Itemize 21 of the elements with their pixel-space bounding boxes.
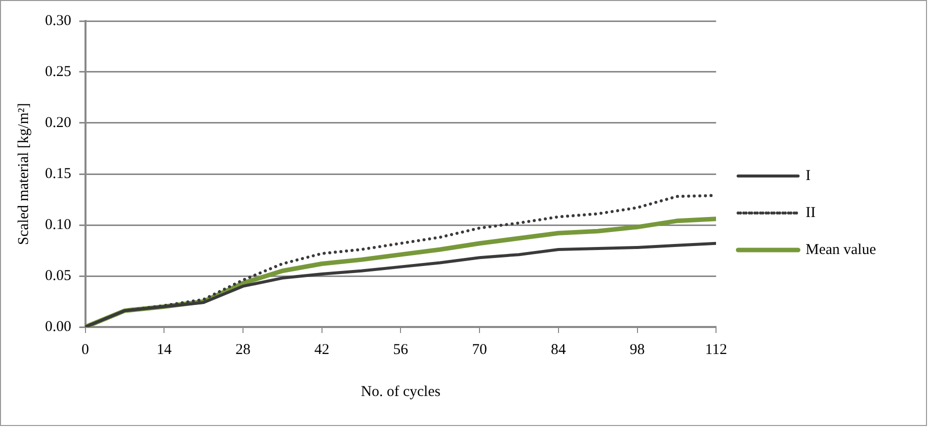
legend-label: Mean value [806, 242, 876, 258]
legend-label: II [806, 204, 816, 221]
x-tick-label: 14 [156, 342, 172, 358]
y-tick-label: 0.10 [45, 216, 72, 233]
y-tick-label: 0.25 [45, 64, 72, 80]
y-tick-label: 0.00 [45, 318, 72, 335]
x-tick-label: 70 [472, 342, 488, 358]
x-tick-label: 42 [314, 342, 330, 358]
x-tick-label: 0 [82, 342, 89, 358]
x-tick-label: 112 [705, 342, 728, 358]
y-tick-label: 0.05 [45, 268, 72, 284]
x-tick-label: 84 [550, 342, 566, 358]
legend-label: I [806, 168, 811, 184]
y-tick-label: 0.20 [45, 114, 72, 131]
x-tick-label: 56 [393, 342, 409, 358]
x-tick-label: 98 [630, 342, 645, 358]
y-axis-title: Scaled material [kg/m²] [16, 103, 32, 245]
y-tick-label: 0.15 [45, 166, 72, 182]
x-tick-label: 28 [235, 342, 250, 358]
y-tick-label: 0.30 [45, 12, 72, 29]
x-axis-title: No. of cycles [360, 384, 441, 400]
